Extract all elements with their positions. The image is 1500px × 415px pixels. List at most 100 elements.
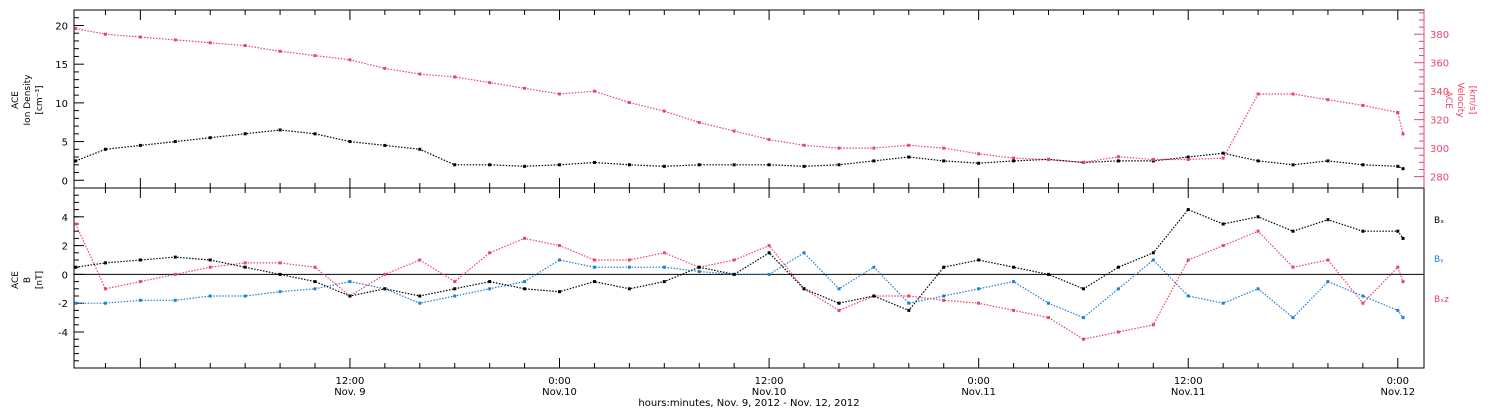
bz-point — [103, 287, 107, 291]
bz-point — [488, 251, 492, 255]
velocity-point — [1396, 111, 1400, 115]
velocity-point — [1256, 92, 1260, 96]
by-point — [208, 294, 212, 298]
by-point — [103, 301, 107, 305]
by-point — [802, 251, 806, 255]
bottom-left-tick-label: 2 — [62, 242, 68, 253]
top-right-ylabel-line1: ACE — [1443, 91, 1453, 109]
by-point — [942, 294, 946, 298]
velocity-point — [558, 92, 562, 96]
top-right-tick-label: 340 — [1430, 87, 1449, 98]
x-tick-date-label: Nov.12 — [1380, 387, 1415, 398]
bx-point — [592, 280, 596, 284]
bottom-left-ticks: -4 -2 0 2 4 — [58, 194, 84, 362]
velocity-point — [1401, 132, 1405, 136]
velocity-point — [1047, 158, 1051, 162]
bz-point — [1116, 330, 1120, 334]
bx-point — [278, 272, 282, 276]
by-point — [1116, 287, 1120, 291]
top-right-tick-label: 320 — [1430, 116, 1449, 127]
bz-point — [138, 280, 142, 284]
by-trace — [75, 252, 1404, 319]
velocity-point — [627, 101, 631, 105]
density-point — [103, 147, 107, 151]
bz-point — [418, 258, 422, 262]
bx-point — [1401, 236, 1405, 240]
by-point — [697, 270, 701, 274]
by-point — [138, 298, 142, 302]
bottom-left-ylabel: ACE B [nT] — [11, 271, 45, 289]
top-panel-frame — [73, 9, 1425, 189]
density-point — [697, 163, 701, 167]
bottom-left-tick-label: 0 — [62, 270, 68, 281]
velocity-point — [418, 72, 422, 76]
velocity-point — [1186, 158, 1190, 162]
by-point — [977, 287, 981, 291]
by-point — [592, 265, 596, 269]
x-axis-title: hours:minutes, Nov. 9, 2012 - Nov. 12, 2… — [638, 398, 859, 409]
top-left-tick-label: 5 — [62, 138, 68, 149]
density-point — [348, 140, 352, 144]
top-left-tick-label: 20 — [55, 21, 68, 32]
density-point — [1221, 151, 1225, 155]
bz-point — [837, 308, 841, 312]
bx-point — [872, 294, 876, 298]
density-point — [1401, 167, 1405, 171]
bottom-left-ylabel-line2: B — [23, 277, 33, 283]
density-point — [1256, 159, 1260, 163]
density-point — [208, 136, 212, 140]
density-point — [558, 163, 562, 167]
bz-point — [1291, 265, 1295, 269]
bx-point — [1186, 208, 1190, 212]
bx-point — [942, 265, 946, 269]
bz-point — [592, 258, 596, 262]
density-trace — [75, 129, 1404, 170]
bx-trace — [75, 208, 1404, 312]
density-point — [313, 132, 317, 136]
velocity-point — [1361, 103, 1365, 107]
velocity-point — [592, 89, 596, 93]
by-point — [767, 272, 771, 276]
density-series — [74, 128, 1405, 171]
density-point — [488, 163, 492, 167]
bx-point — [837, 301, 841, 305]
by-point — [1186, 294, 1190, 298]
top-right-tick-label: 280 — [1430, 173, 1449, 184]
top-left-tick-label: 10 — [55, 99, 68, 110]
density-point — [907, 155, 911, 159]
x-tick-time-label: 0:00 — [967, 376, 989, 387]
x-tick-date-label: Nov.10 — [542, 387, 577, 398]
bz-point — [1326, 258, 1330, 262]
velocity-point — [837, 146, 841, 150]
bx-point — [977, 258, 981, 262]
x-tick-time-label: 0:00 — [1387, 376, 1409, 387]
density-point — [767, 163, 771, 167]
x-tick-time-label: 12:00 — [1174, 376, 1203, 387]
x-tick-date-label: Nov.11 — [1171, 387, 1206, 398]
bx-point — [138, 258, 142, 262]
bx-series — [74, 208, 1405, 312]
velocity-point — [907, 143, 911, 147]
bz-point — [1221, 244, 1225, 248]
density-point — [383, 143, 387, 147]
bx-point — [767, 251, 771, 255]
bz-point — [732, 258, 736, 262]
by-series — [74, 251, 1405, 320]
bz-series — [74, 222, 1405, 341]
velocity-point — [662, 109, 666, 113]
legend-bx: Bₓ — [1434, 216, 1444, 226]
bx-point — [488, 280, 492, 284]
density-point — [802, 164, 806, 168]
bz-point — [1081, 337, 1085, 341]
top-right-ticks: 280 300 320 340 360 380 — [1414, 12, 1449, 184]
bx-point — [243, 265, 247, 269]
bz-point — [942, 298, 946, 302]
bx-point — [1012, 265, 1016, 269]
x-tick-time-label: 12:00 — [755, 376, 784, 387]
b-legend: Bₓ Bᵧ Bₓz — [1434, 216, 1449, 305]
legend-by: Bᵧ — [1434, 255, 1444, 265]
velocity-point — [243, 44, 247, 48]
bottom-left-tick-label: -4 — [58, 328, 68, 339]
